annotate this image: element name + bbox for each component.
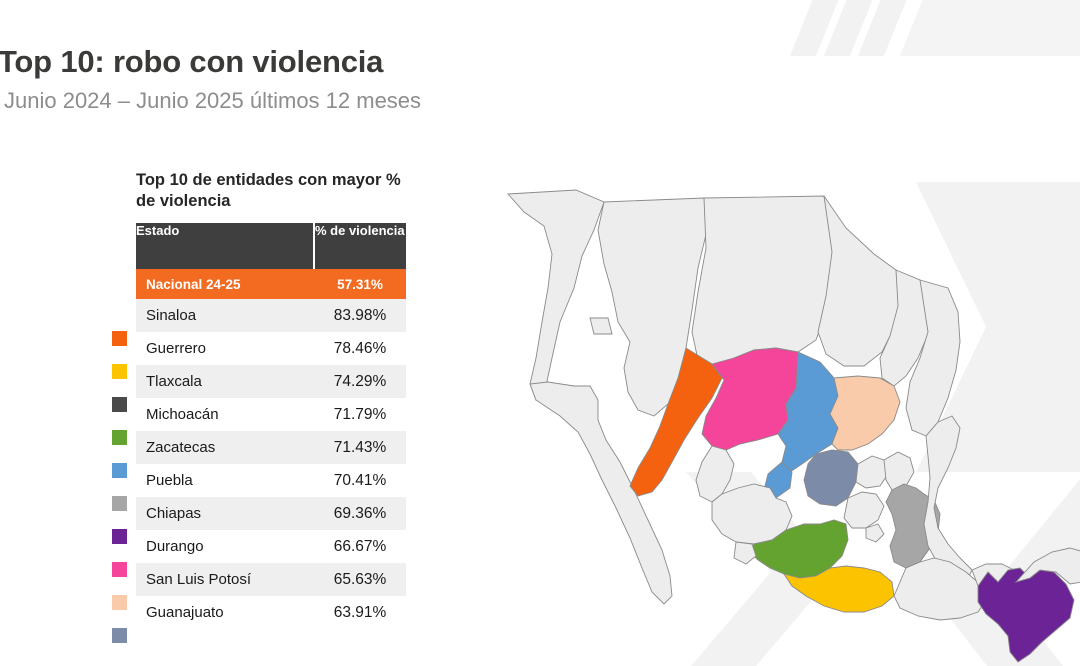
legend-swatch-row [104,586,134,619]
cell-state: Sinaloa [136,299,314,333]
map-state-plain [817,195,901,367]
legend-swatch-row [104,421,134,454]
map-state-plain [597,197,709,417]
legend-swatch-row [104,487,134,520]
map-state-plain [1014,547,1080,585]
cell-state: Michoacán [136,398,314,432]
decorative-stripes [790,0,1080,56]
table-caption: Top 10 de entidades con mayor % de viole… [136,171,401,211]
map-state-guerrero [782,565,895,613]
legend-swatch-zacatecas [111,463,127,478]
legend-swatch-san-luis-potos- [111,595,127,610]
cell-state: Guanajuato [136,596,314,630]
table-body: Nacional 24-25 57.31% Sinaloa 83.98% Guerrer… [136,269,406,630]
map-state-san-luis-potos- [829,375,901,451]
table-row-national: Nacional 24-25 57.31% [136,269,406,300]
cell-state: Tlaxcala [136,365,314,399]
map-state-plain [883,451,915,491]
cell-state: Zacatecas [136,431,314,465]
legend-swatch-tlaxcala [111,397,127,412]
cell-state: Chiapas [136,497,314,531]
top10-table-block: Top 10 de entidades con mayor % de viole… [104,170,414,643]
table-row: Tlaxcala 74.29% [136,365,406,399]
table-row: Puebla 70.41% [136,464,406,498]
watermark-shape-1 [716,182,1080,472]
legend-swatch-sinaloa [111,331,127,346]
legend-swatch-row [104,388,134,421]
map-state-plain [855,455,889,489]
table-head: Estado % de violencia [136,223,406,270]
legend-swatch-row [104,355,134,388]
cell-value: 65.63% [314,563,406,597]
cell-value: 70.41% [314,464,406,498]
column-header-pct: % de violencia [314,223,406,270]
table-row: Chiapas 69.36% [136,497,406,531]
table-row: Sinaloa 83.98% [136,299,406,333]
map-state-chiapas [977,567,1075,663]
legend-swatch-durango [111,562,127,577]
legend-swatch-puebla [111,496,127,511]
map-state-puebla [885,483,941,569]
national-value: 57.31% [314,269,406,300]
legend-swatch-guanajuato [111,628,127,643]
cell-value: 69.36% [314,497,406,531]
map-state-plain [691,195,835,367]
legend-swatch-row [104,553,134,586]
table-row: Guanajuato 63.91% [136,596,406,630]
cell-state: Durango [136,530,314,564]
top10-table: Estado % de violencia Nacional 24-25 57.3… [136,223,406,630]
mexico-map [486,172,1080,666]
legend-swatch-column [104,322,134,652]
page-subtitle: Junio 2024 – Junio 2025 últimos 12 meses [4,88,422,113]
page-title: Top 10: robo con violencia [0,44,384,79]
national-label: Nacional 24-25 [136,269,314,300]
cell-state: Guerrero [136,332,314,366]
map-state-plain [923,415,973,583]
watermark-shape-2 [996,362,1080,582]
cell-value: 71.43% [314,431,406,465]
legend-swatch-row [104,322,134,355]
cell-value: 83.98% [314,299,406,333]
cell-value: 63.91% [314,596,406,630]
cell-value: 74.29% [314,365,406,399]
map-state-michoac-n [749,519,849,579]
legend-swatch-guerrero [111,364,127,379]
table-row: Durango 66.67% [136,530,406,564]
cell-value: 71.79% [314,398,406,432]
cell-state: San Luis Potosí [136,563,314,597]
map-state-plain [507,189,605,401]
map-state-plain [529,381,673,605]
table-row: Guerrero 78.46% [136,332,406,366]
map-state-plain [893,557,987,621]
map-state-plain [733,541,757,565]
map-state-plain [865,523,885,543]
legend-swatch-michoac-n [111,430,127,445]
map-state-guanajuato [803,449,859,507]
column-header-estado: Estado [136,223,315,270]
legend-swatch-row [104,619,134,652]
map-state-plain [589,317,613,335]
legend-swatch-row [104,454,134,487]
table-row: Michoacán 71.79% [136,398,406,432]
map-states [507,189,1080,663]
cell-value: 66.67% [314,530,406,564]
table-row: Zacatecas 71.43% [136,431,406,465]
map-state-sinaloa [629,347,723,497]
cell-state: Puebla [136,464,314,498]
legend-swatch-row [104,520,134,553]
table-header-row: Estado % de violencia [136,223,406,270]
legend-swatch-chiapas [111,529,127,544]
map-state-plain [843,491,885,529]
cell-value: 78.46% [314,332,406,366]
table-row: San Luis Potosí 65.63% [136,563,406,597]
